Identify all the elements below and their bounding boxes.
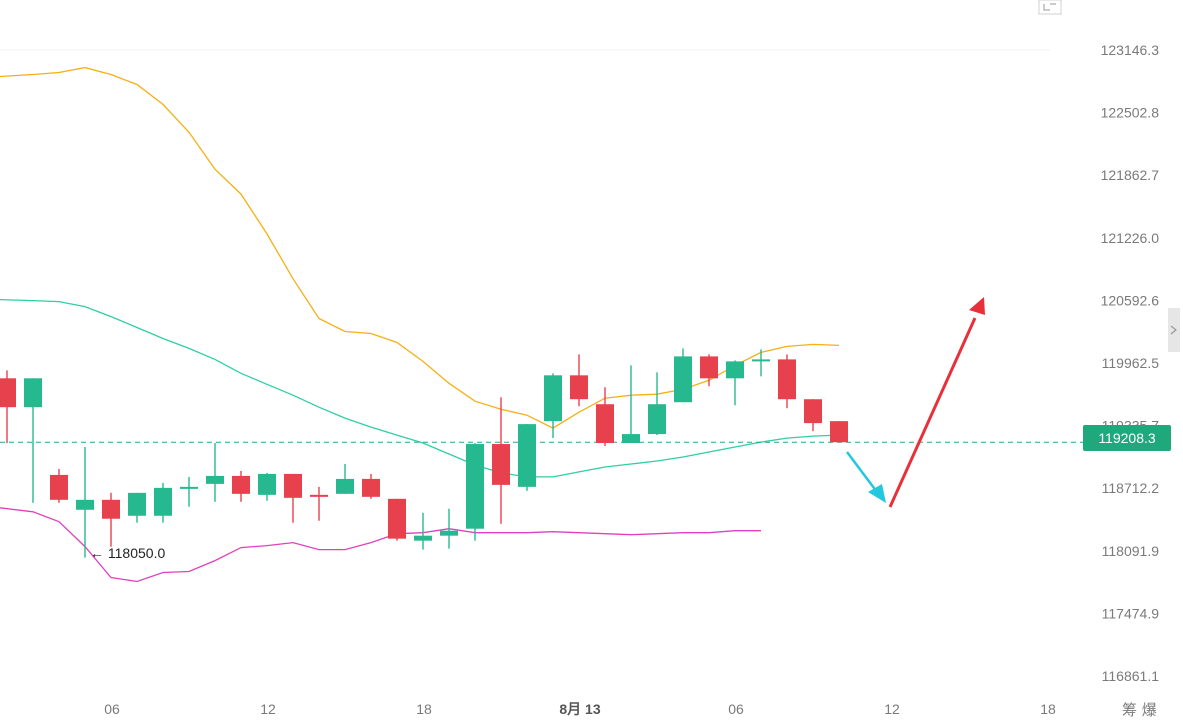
candle-body	[518, 424, 536, 487]
y-tick-label: 119962.5	[1102, 355, 1160, 371]
corner-label: 筹 爆	[1122, 701, 1157, 719]
right-panel-toggle-icon[interactable]	[1168, 308, 1180, 352]
middle-band-line	[0, 298, 840, 478]
candle-body	[284, 473, 302, 498]
candle-body	[414, 535, 432, 541]
y-tick-label: 122502.8	[1101, 105, 1160, 121]
candle-body	[180, 486, 198, 489]
candle-body	[570, 375, 588, 400]
candle-body	[232, 475, 250, 494]
candle-body	[154, 487, 172, 516]
x-tick-label: 06	[104, 701, 120, 717]
candle-body	[102, 499, 120, 519]
candle-body	[726, 361, 744, 379]
candle-body	[206, 475, 224, 484]
candle-body	[362, 478, 380, 497]
y-tick-label: 120592.6	[1101, 292, 1160, 308]
candle-body	[596, 404, 614, 444]
candle-body	[76, 499, 94, 510]
y-tick-label: 118091.9	[1102, 543, 1160, 559]
y-tick-label: 116861.1	[1102, 668, 1160, 684]
candle-body	[492, 444, 510, 485]
up-arrow-head	[969, 297, 985, 315]
lower-band-line	[0, 507, 761, 583]
x-tick-label: 18	[416, 701, 432, 717]
bollinger-bands	[0, 66, 840, 583]
candles	[0, 348, 848, 558]
candle-body	[336, 478, 354, 494]
candle-body	[622, 434, 640, 444]
candle-body	[50, 474, 68, 500]
candle-body	[674, 356, 692, 403]
candle-body	[830, 421, 848, 443]
candle-body	[258, 473, 276, 495]
upper-band-line	[0, 66, 840, 429]
y-axis: 123146.3 122502.8 121862.7 121226.0 120592.6…	[1101, 42, 1160, 684]
x-tick-label: 18	[1040, 701, 1056, 717]
candle-body	[752, 359, 770, 362]
x-tick-label: 8月 13	[559, 701, 600, 717]
candle-body	[310, 494, 328, 497]
candle-body	[0, 378, 16, 408]
down-arrow-shaft	[846, 451, 878, 493]
min-price-annotation: ← 118050.0	[90, 545, 165, 561]
x-tick-label: 06	[728, 701, 744, 717]
y-tick-label: 123146.3	[1101, 42, 1160, 58]
current-price-label: 119208.3	[1098, 430, 1156, 446]
candle-body	[700, 356, 718, 379]
x-tick-label: 12	[884, 701, 900, 717]
x-axis: 06 12 18 8月 13 06 12 18	[104, 701, 1056, 717]
y-tick-label: 121862.7	[1101, 167, 1160, 183]
up-arrow-shaft	[888, 317, 977, 508]
x-tick-label: 12	[260, 701, 276, 717]
candle-body	[466, 444, 484, 529]
annotation-arrows	[846, 297, 985, 508]
candle-body	[388, 498, 406, 539]
y-tick-label: 118712.2	[1102, 480, 1160, 496]
candle-body	[128, 492, 146, 516]
candle-body	[544, 375, 562, 422]
candle-body	[440, 530, 458, 536]
candle-body	[804, 399, 822, 424]
candle-body	[24, 378, 42, 408]
y-tick-label: 117474.9	[1102, 605, 1160, 621]
current-price-badge: 119208.3	[1083, 425, 1171, 451]
down-arrow-head	[868, 484, 886, 503]
expand-icon[interactable]	[1038, 0, 1062, 15]
candle-body	[648, 404, 666, 435]
candle-body	[778, 359, 796, 400]
y-tick-label: 121226.0	[1101, 230, 1160, 246]
